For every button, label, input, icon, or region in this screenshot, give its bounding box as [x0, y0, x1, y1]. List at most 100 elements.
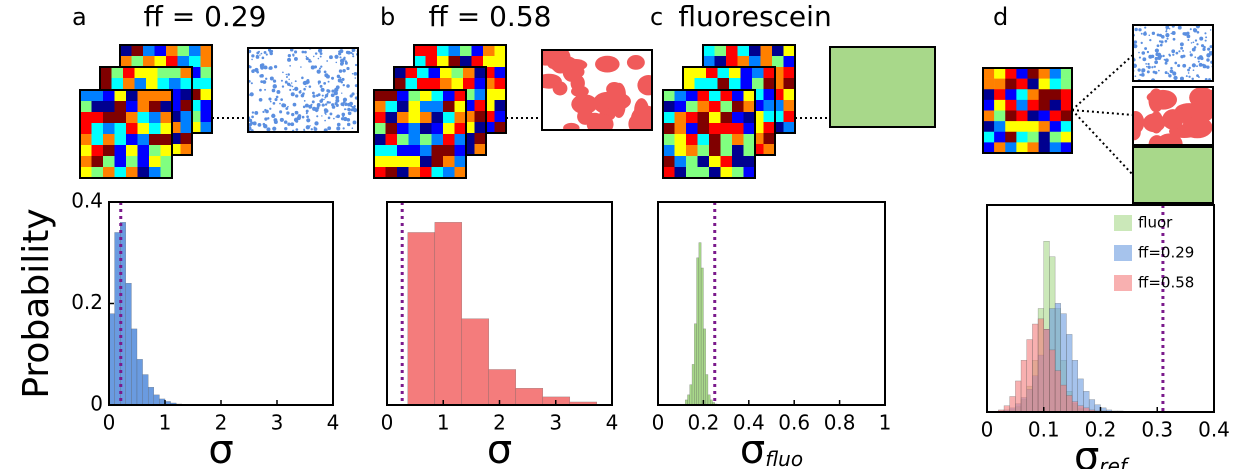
histogram-bar [1043, 329, 1050, 413]
particle [342, 127, 345, 130]
pixel [983, 68, 995, 79]
pixel [1027, 78, 1039, 90]
particle [325, 113, 327, 116]
pixel [137, 156, 150, 168]
x-tick-label: 3 [271, 411, 284, 435]
pixel [374, 123, 386, 135]
pixel [385, 90, 398, 102]
pixel [483, 45, 495, 57]
histogram-bar [698, 242, 702, 406]
x-axis-label: σ [487, 427, 512, 469]
pixel [414, 56, 426, 68]
particle [1149, 39, 1152, 42]
histogram-bar [691, 364, 695, 406]
particle [276, 90, 281, 94]
particle [1153, 65, 1156, 68]
particle [279, 117, 284, 122]
histogram-bar [703, 328, 706, 406]
particle [264, 117, 268, 121]
pixel [1038, 110, 1051, 122]
particle [1140, 32, 1143, 35]
pixel [772, 100, 784, 112]
particle [1193, 30, 1196, 33]
pixel [451, 67, 464, 79]
pixel [706, 67, 718, 79]
particle [321, 89, 324, 92]
pixel [91, 112, 104, 124]
pattern-box [829, 46, 936, 128]
pixel [1038, 89, 1051, 101]
particle [303, 99, 306, 102]
pixel [440, 67, 452, 79]
pixel [405, 67, 418, 79]
pixel [752, 144, 764, 156]
particle [1140, 41, 1143, 45]
particle [1171, 49, 1176, 54]
pixel [103, 101, 115, 113]
pixel [752, 100, 764, 112]
pixel [397, 90, 409, 102]
particle [1165, 30, 1168, 33]
particle [1192, 41, 1195, 44]
particle [339, 56, 342, 59]
pixel [752, 133, 764, 145]
pixel [428, 78, 441, 90]
pixel [714, 56, 727, 68]
pixel [703, 56, 715, 68]
particle [1191, 77, 1194, 81]
pixel [1016, 110, 1028, 122]
pixel [772, 67, 784, 79]
grid-border [662, 89, 756, 179]
panel-title: ff = 0.29 [144, 0, 267, 33]
particle [1143, 32, 1147, 36]
pixel [157, 67, 170, 79]
particle [1159, 55, 1163, 58]
pixel [189, 100, 201, 112]
particle [350, 105, 353, 107]
pixel [686, 134, 698, 146]
particle [303, 50, 307, 54]
particle [1138, 28, 1142, 32]
pixel [189, 78, 201, 90]
pixel [180, 78, 193, 90]
particle [1144, 47, 1148, 51]
pixel [743, 145, 756, 157]
x-tick-label: 1 [879, 411, 892, 435]
particle [1169, 69, 1174, 74]
pixel [772, 45, 784, 57]
pixel [160, 90, 173, 102]
pixel [674, 123, 687, 135]
pixel [114, 123, 127, 135]
pixel [200, 111, 213, 123]
pixel [160, 112, 173, 124]
pixel [1016, 99, 1028, 111]
pixel [1060, 142, 1073, 154]
pixel [200, 67, 213, 79]
pixel [686, 145, 698, 157]
particle [334, 54, 339, 59]
pixel [146, 78, 158, 90]
particle [287, 122, 291, 126]
histogram-bar [142, 374, 149, 406]
pixel [397, 101, 409, 113]
pixel [180, 67, 193, 79]
pixel [374, 90, 386, 102]
x-tick-label: 0 [981, 418, 994, 442]
pixel [180, 100, 193, 112]
histogram-bar [696, 257, 700, 406]
pixel [686, 156, 698, 168]
pixel [1005, 89, 1017, 101]
particle [313, 127, 318, 131]
particle [324, 103, 328, 106]
pixel [114, 156, 127, 168]
pixel [91, 123, 104, 135]
pixel [743, 134, 756, 146]
particle [1144, 26, 1147, 29]
pixel [763, 89, 776, 101]
pixel [1060, 110, 1073, 122]
particle [1172, 71, 1177, 76]
particle [298, 90, 302, 94]
pixel [726, 45, 738, 57]
pixel [709, 145, 721, 157]
pixel [983, 99, 995, 111]
